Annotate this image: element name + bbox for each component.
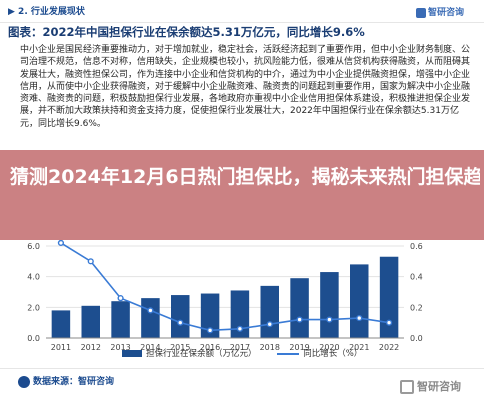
x-tick-label: 2018 xyxy=(260,343,280,352)
growth-point xyxy=(385,319,393,326)
header-bar xyxy=(0,0,484,23)
bar xyxy=(81,305,100,338)
right-tick-label: 0.6 xyxy=(410,242,423,251)
article-paragraph: 中小企业是国民经济重要推动力，对于增加就业，稳定社会，活跃经济起到了重要作用，但… xyxy=(20,45,471,129)
watermark-text: 智研咨询 xyxy=(417,380,461,393)
bar xyxy=(230,290,250,338)
x-tick-label: 2019 xyxy=(289,343,309,352)
right-tick-label: 0.0 xyxy=(410,334,423,343)
left-tick-label: 4.0 xyxy=(27,273,40,282)
bar xyxy=(379,256,399,338)
bar xyxy=(141,298,160,338)
bar-line-chart: 0.0 2.0 4.0 6.0 0.0 0.2 0.4 0.6 2011 2012 2013 2014… xyxy=(27,240,423,352)
footer-source: 数据来源：智研咨询 xyxy=(18,374,114,388)
growth-point xyxy=(266,321,273,328)
bar xyxy=(171,295,190,338)
growth-point xyxy=(296,316,303,323)
legend-line-swatch xyxy=(277,352,300,355)
chart-figure-title: 图表：2022年中国担保行业在保余额达5.31万亿元，同比增长9.6% xyxy=(8,25,365,39)
bar xyxy=(111,301,130,338)
bar xyxy=(51,310,71,338)
source-logo-text: 智研咨询 xyxy=(428,8,465,18)
bar xyxy=(320,272,339,338)
growth-point xyxy=(356,314,363,322)
brand-logo-icon xyxy=(416,7,426,18)
growth-point xyxy=(236,325,244,332)
x-tick-label: 2012 xyxy=(81,343,101,352)
growth-point xyxy=(57,240,65,247)
watermark: 智研咨询 xyxy=(400,378,461,394)
bar xyxy=(290,278,309,338)
headline-title: 猜测2024年12月6日热门担保比，揭秘未来热门担保趋势，预测2024年1 xyxy=(10,166,480,188)
x-tick-label: 2020 xyxy=(319,343,339,352)
growth-point xyxy=(147,307,154,314)
footer-logo-icon xyxy=(18,375,30,388)
growth-line xyxy=(60,242,390,332)
right-tick-label: 0.2 xyxy=(410,303,423,312)
x-tick-label: 2017 xyxy=(230,343,250,352)
x-tick-label: 2015 xyxy=(170,343,190,352)
growth-point xyxy=(117,295,124,302)
chart-legend: 担保行业在保余额（万亿元） 同比增长（%） xyxy=(122,347,362,359)
headline-overlay xyxy=(0,150,484,240)
footer-source-text: 数据来源：智研咨询 xyxy=(33,377,115,387)
x-tick-label: 2013 xyxy=(110,343,130,352)
growth-point xyxy=(326,316,333,323)
x-tick-label: 2011 xyxy=(51,343,71,352)
left-tick-label: 2.0 xyxy=(27,303,40,312)
x-tick-label: 2022 xyxy=(379,343,399,352)
legend-line-label: 同比增长（%） xyxy=(303,349,363,359)
watermark-icon xyxy=(400,380,414,394)
x-tick-label: 2014 xyxy=(140,343,160,352)
left-tick-label: 0.0 xyxy=(27,334,40,343)
legend-bar-label: 担保行业在保余额（万亿元） xyxy=(146,349,257,359)
left-tick-label: 6.0 xyxy=(27,242,40,251)
legend-bar-swatch xyxy=(122,350,142,357)
section-breadcrumb: ▶ 2. 行业发展现状 xyxy=(8,7,85,17)
x-tick-label: 2021 xyxy=(349,343,369,352)
source-logo: 智研咨询 xyxy=(416,5,464,18)
growth-point xyxy=(87,258,94,265)
growth-point xyxy=(206,327,214,334)
x-tick-label: 2016 xyxy=(200,343,220,352)
bar xyxy=(350,264,369,338)
growth-point xyxy=(177,319,184,326)
footer-bar xyxy=(0,368,484,401)
right-tick-label: 0.4 xyxy=(410,273,423,282)
bar xyxy=(200,293,220,338)
bar xyxy=(260,285,279,338)
